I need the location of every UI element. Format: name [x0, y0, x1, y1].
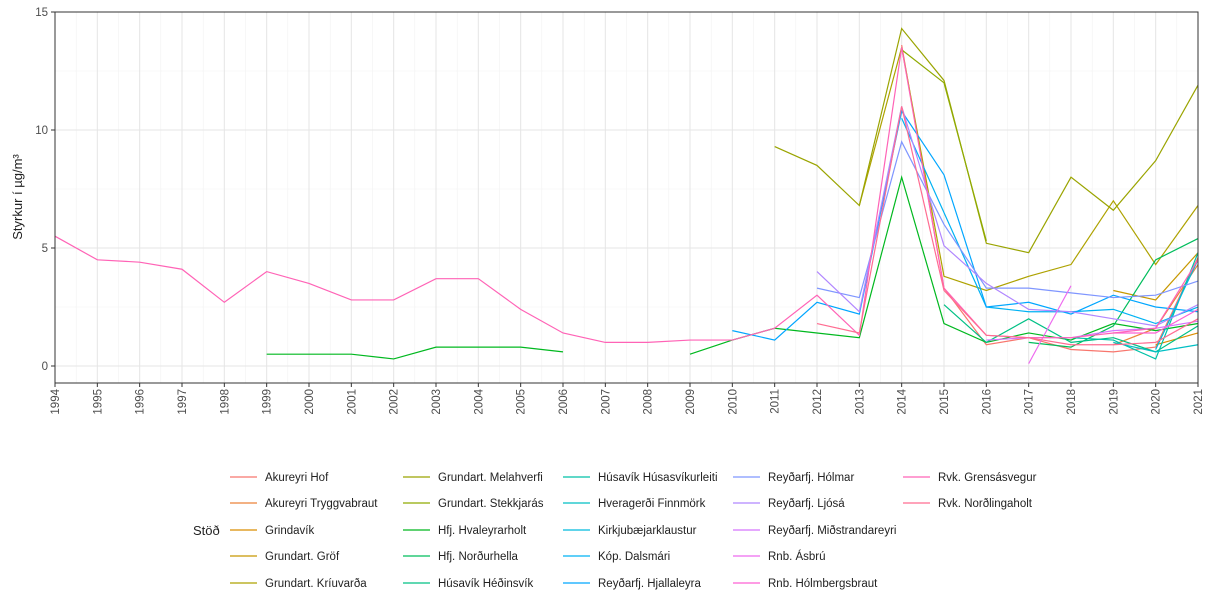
legend-label: Rnb. Ásbrú — [768, 550, 826, 563]
y-tick-label: 5 — [42, 243, 48, 255]
x-tick-label: 2020 — [1151, 389, 1163, 415]
series-line — [774, 27, 1199, 254]
series-line — [986, 320, 1199, 341]
x-tick-label: 2011 — [770, 389, 782, 414]
legend-label: Rvk. Norðlingaholt — [938, 498, 1033, 510]
legend-label: Kóp. Dalsmári — [598, 551, 670, 563]
x-tick-label: 2004 — [473, 388, 485, 414]
x-tick-label: 2014 — [897, 388, 909, 414]
series-line — [1155, 259, 1199, 350]
x-tick-label: 2002 — [389, 389, 401, 415]
x-tick-label: 2006 — [558, 389, 570, 415]
legend-label: Grundart. Melahverfi — [438, 472, 543, 484]
x-tick-label: 2003 — [431, 389, 443, 415]
panel-border — [54, 11, 1199, 384]
legend-label: Akureyri Hof — [265, 472, 329, 484]
legend-label: Húsavík Héðinsvík — [438, 578, 533, 590]
x-tick-label: 2010 — [727, 389, 739, 415]
x-tick-label: 2008 — [643, 389, 655, 415]
x-tick-label: 2001 — [346, 389, 358, 415]
y-axis-label: Styrkur í µg/m³ — [10, 154, 25, 240]
series-line — [901, 117, 1199, 325]
x-tick-label: 2016 — [981, 389, 993, 415]
series-line — [1113, 308, 1199, 334]
legend-label: Reyðarfj. Miðstrandareyri — [768, 525, 896, 537]
legend-label: Rvk. Grensásvegur — [938, 472, 1037, 484]
legend-label: Grundart. Stekkjarás — [438, 498, 544, 510]
legend-label: Húsavík Húsasvíkurleiti — [598, 472, 718, 484]
y-tick-label: 0 — [42, 361, 48, 373]
series-line — [266, 346, 564, 360]
y-tick-label: 10 — [35, 125, 48, 137]
x-tick-label: 1996 — [135, 389, 147, 415]
legend-label: Grundart. Kríuvarða — [265, 578, 367, 590]
x-tick-label: 2017 — [1024, 389, 1036, 415]
series-line — [1113, 341, 1199, 353]
x-tick-label: 2021 — [1193, 389, 1205, 415]
x-tick-label: 2005 — [516, 389, 528, 415]
lines — [54, 27, 1199, 364]
legend-label: Kirkjubæjarklaustur — [598, 525, 697, 537]
legend-label: Reyðarfj. Hólmar — [768, 472, 854, 484]
legend-title: Stöð — [193, 523, 220, 538]
legend-label: Hfj. Hvaleyrarholt — [438, 525, 527, 537]
series-line — [816, 106, 1199, 346]
x-tick-label: 1994 — [50, 388, 62, 414]
series-line — [816, 106, 1199, 327]
y-tick-label: 15 — [35, 7, 48, 19]
legend-label: Hfj. Norðurhella — [438, 551, 518, 563]
legend-label: Akureyri Tryggvabraut — [265, 498, 378, 510]
legend-label: Grindavík — [265, 525, 314, 537]
x-tick-label: 1997 — [177, 389, 189, 415]
legend-label: Grundart. Gröf — [265, 551, 340, 563]
x-tick-label: 1995 — [92, 389, 104, 415]
x-tick-label: 1998 — [219, 389, 231, 415]
legend-label: Rnb. Hólmbergsbraut — [768, 578, 878, 590]
x-tick-label: 2019 — [1108, 389, 1120, 415]
x-tick-label: 2009 — [685, 389, 697, 415]
x-tick-label: 2012 — [812, 389, 824, 415]
series-line — [1028, 285, 1072, 364]
legend-label: Hveragerði Finnmörk — [598, 498, 706, 510]
x-tick-label: 2000 — [304, 389, 316, 415]
series-line — [901, 49, 987, 242]
x-tick-label: 1999 — [262, 389, 274, 415]
legend-label: Reyðarfj. Ljósá — [768, 498, 845, 510]
series-line — [1113, 252, 1199, 301]
series-line — [858, 47, 1199, 292]
x-tick-label: 2018 — [1066, 389, 1078, 415]
x-tick-label: 2007 — [600, 389, 612, 415]
x-tick-label: 2013 — [854, 389, 866, 415]
x-tick-label: 2015 — [939, 389, 951, 415]
legend-label: Reyðarfj. Hjallaleyra — [598, 578, 702, 590]
series-line — [1028, 238, 1199, 348]
